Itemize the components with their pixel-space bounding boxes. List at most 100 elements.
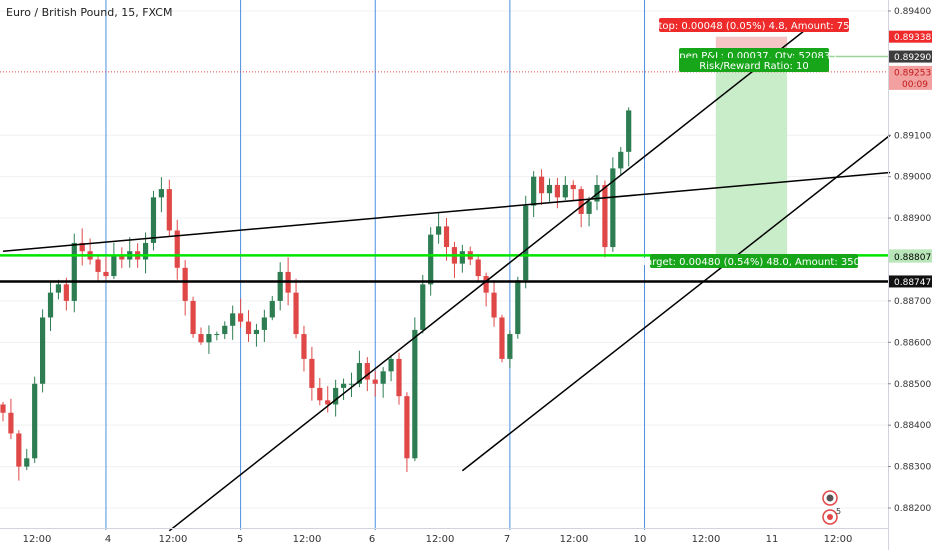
price-tick-label: 0.89100 [894,131,931,141]
time-tick-label: 12:00 [560,534,589,545]
price-tag-label: 0.88747 [894,278,931,288]
time-tick-label: 12:00 [426,534,455,545]
candle-body [515,280,521,335]
time-tick-label: 11 [766,534,779,545]
target-label-box [650,254,858,268]
candle-body [325,400,331,405]
time-tick-label: 12:00 [159,534,188,545]
candle-body [412,329,418,459]
candle-body [79,242,85,252]
candle-body [261,317,267,330]
candle-body [111,255,117,277]
candle-body [16,433,22,467]
candle-body [388,358,394,372]
candle-body [317,387,323,401]
target-zone[interactable] [715,56,788,256]
candle-body [182,267,188,301]
candle-body [602,184,608,248]
time-tick-label: 7 [504,534,510,545]
candle-body [586,201,592,214]
price-tick-label: 0.89400 [894,7,931,17]
price-tag [889,50,932,63]
candle-body [214,334,220,336]
price-tag-label: 0.88807 [894,253,931,263]
candle-body [546,184,553,194]
price-tick-label: 0.88900 [894,214,931,224]
alert-count-badge: 5 [836,507,841,516]
channel-upper-line[interactable] [168,18,820,532]
candle-body [63,284,69,301]
upper-wedge-line[interactable] [2,171,891,252]
price-tick-label: 0.88600 [894,338,931,348]
bar-countdown-label: 00:09 [902,80,928,90]
candle-body [190,300,196,335]
candle-body [396,358,402,397]
candle-body [531,176,537,206]
candle-body [507,334,513,359]
candle-body [71,242,77,301]
candle-body [238,313,244,322]
price-tick-label: 0.89000 [894,173,931,183]
candle-body [483,276,489,293]
candle-body [206,334,212,343]
time-tick-label: 10 [634,534,647,545]
candle-body [32,383,38,459]
current-price-tag [889,65,932,90]
candle-body [562,184,568,198]
candle-body [459,251,465,264]
candle-body [626,110,632,152]
candle-body [253,329,260,335]
candle-body [8,412,14,434]
time-tick-label: 12:00 [824,534,853,545]
price-tag-label: 0.89290 [894,53,931,63]
candle-body [277,271,283,301]
time-tick-label: 12:00 [23,534,52,545]
price-tick-label: 0.88400 [894,421,931,431]
price-tag-label: 0.89338 [894,33,931,43]
candle-body [158,189,164,198]
channel-lower-line[interactable] [461,134,891,472]
candle-body [523,205,529,281]
candle-body [348,383,355,385]
candle-body [222,325,228,335]
chart-title: Euro / British Pound, 15, FXCM [6,6,172,19]
target-label[interactable]: Target: 0.00480 (0.54%) 48.0, Amount: 35… [641,254,867,268]
alert-icon[interactable] [822,490,838,506]
time-tick-label: 5 [237,534,243,545]
candle-body [475,259,481,277]
candle-body [443,226,450,248]
pnl-label-text: Open P&L: 0.00037, Qty: 520833 [671,51,836,62]
candle-body [404,396,410,459]
candle-body [103,271,109,277]
candle-body [428,234,434,285]
risk-reward-label[interactable]: Risk/Reward Ratio: 10 [679,58,829,72]
candle-body [420,284,426,330]
candle-body [174,230,180,268]
target-label-text: Target: 0.00480 (0.54%) 48.0, Amount: 35… [641,257,867,268]
stop-label[interactable]: Stop: 0.00048 (0.05%) 4.8, Amount: 750 [652,18,856,32]
time-tick-label: 4 [105,534,111,545]
candle-body [95,259,101,272]
price-tick-label: 0.88300 [894,463,931,473]
candle-body [150,197,157,243]
price-tick-label: 0.88500 [894,380,931,390]
time-tick-label: 12:00 [293,534,322,545]
candle-body [618,151,624,169]
candle-body [269,300,275,318]
candle-body [55,284,62,293]
candle-body [301,334,307,359]
candle-body [554,184,560,198]
price-tag [889,30,932,43]
candle-body [309,358,315,388]
candle-body [47,292,54,318]
candle-body [436,226,442,235]
stop-label-text: Stop: 0.00048 (0.05%) 4.8, Amount: 750 [652,21,856,32]
candle-body [364,363,370,380]
candle-body [24,458,30,467]
candle-body [40,317,46,384]
price-tick-label: 0.88200 [894,504,931,514]
candle-body [538,176,545,194]
alert-clock-icon[interactable] [822,509,838,525]
